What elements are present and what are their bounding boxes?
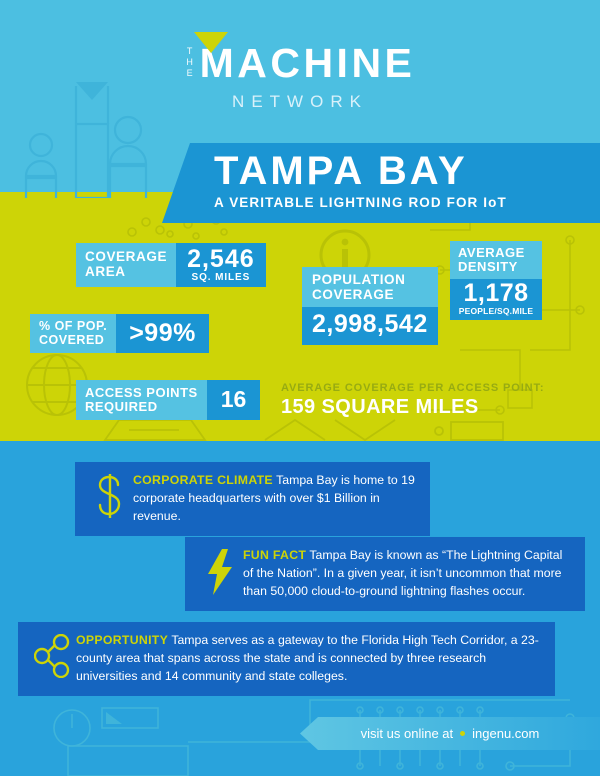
stat-average-density: AVERAGE DENSITY 1,178 PEOPLE/SQ.MILE xyxy=(450,241,542,321)
logo-network-text: NETWORK xyxy=(232,91,368,111)
share-network-icon xyxy=(30,632,76,678)
card-opportunity: OPPORTUNITY Tampa serves as a gateway to… xyxy=(18,622,555,697)
card-body: Tampa Bay is known as “The Lightning Cap… xyxy=(243,548,563,598)
page-title: TAMPA BAY xyxy=(214,149,468,193)
stat-value-group: 2,998,542 xyxy=(302,307,438,345)
stat-access-points-required: ACCESS POINTS REQUIRED 16 xyxy=(76,380,261,421)
stat-label: % OF POP. COVERED xyxy=(30,314,117,353)
card-text: OPPORTUNITY Tampa serves as a gateway to… xyxy=(76,632,541,685)
stat-value: >99% xyxy=(129,318,196,347)
title-banner: TAMPA BAY A VERITABLE LIGHTNING ROD FOR … xyxy=(162,143,600,223)
stat-percent-pop-covered: % OF POP. COVERED >99% xyxy=(30,314,209,353)
stat-label: COVERAGE AREA xyxy=(76,243,177,287)
stat-value-group: 2,546 SQ. MILES xyxy=(176,243,266,287)
page-subtitle: A VERITABLE LIGHTNING ROD FOR IoT xyxy=(214,194,507,210)
card-fun-fact: FUN FACT Tampa Bay is known as “The Ligh… xyxy=(185,537,585,612)
average-coverage-caption: AVERAGE COVERAGE PER ACCESS POINT: xyxy=(281,382,545,394)
stat-value: 1,178 xyxy=(463,279,529,308)
card-text: FUN FACT Tampa Bay is known as “The Ligh… xyxy=(243,547,571,600)
logo-machine-text: MACHINE xyxy=(199,40,416,86)
stat-unit: SQ. MILES xyxy=(191,271,251,283)
stat-population-coverage: POPULATION COVERAGE 2,998,542 xyxy=(302,267,438,345)
footer-label: visit us online at xyxy=(360,726,454,741)
stat-label: AVERAGE DENSITY xyxy=(450,241,542,280)
bullet-dot-icon xyxy=(460,731,466,736)
stat-value: 16 xyxy=(220,386,247,413)
dollar-sign-icon xyxy=(87,472,133,518)
stat-unit: PEOPLE/SQ.MILE xyxy=(458,305,534,316)
card-body: Tampa serves as a gateway to the Florida… xyxy=(76,633,539,683)
footer-url-link[interactable]: ingenu.com xyxy=(472,726,540,741)
stat-value-group: 16 xyxy=(206,380,261,421)
brand-logo: THE MACHINE NETWORK xyxy=(0,32,600,112)
stat-coverage-area: COVERAGE AREA 2,546 SQ. MILES xyxy=(76,243,266,287)
average-coverage-value: 159 SQUARE MILES xyxy=(281,396,479,418)
average-coverage-note: AVERAGE COVERAGE PER ACCESS POINT: 159 S… xyxy=(281,382,544,419)
footer-bar: visit us online at ingenu.com xyxy=(300,717,600,750)
stat-label: POPULATION COVERAGE xyxy=(302,267,438,308)
card-text: CORPORATE CLIMATE Tampa Bay is home to 1… xyxy=(133,472,416,525)
card-heading: FUN FACT xyxy=(243,548,307,562)
stat-value-group: >99% xyxy=(116,314,209,353)
stat-label: ACCESS POINTS REQUIRED xyxy=(76,380,207,421)
card-body: Tampa Bay is home to 19 corporate headqu… xyxy=(133,473,415,523)
stat-value-group: 1,178 PEOPLE/SQ.MILE xyxy=(450,279,542,321)
logo-the-text: THE xyxy=(184,45,195,79)
lightning-bolt-icon xyxy=(197,547,243,595)
card-heading: CORPORATE CLIMATE xyxy=(133,473,273,487)
card-heading: OPPORTUNITY xyxy=(76,633,169,647)
stat-value: 2,998,542 xyxy=(312,310,428,339)
card-corporate-climate: CORPORATE CLIMATE Tampa Bay is home to 1… xyxy=(75,462,430,537)
stat-value: 2,546 xyxy=(187,245,255,273)
logo-triangle-icon xyxy=(194,32,228,53)
